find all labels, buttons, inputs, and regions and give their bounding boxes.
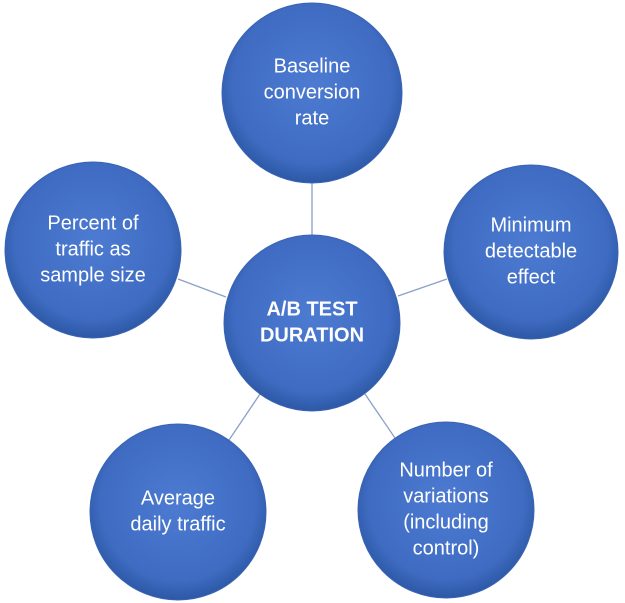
node-label: rate (295, 107, 329, 129)
node-label: detectable (485, 240, 577, 262)
labels: A/B TEST DURATION Baseline conversion rate Mi… (40, 55, 577, 559)
node-circle (357, 421, 535, 599)
connectors (177, 183, 448, 441)
center-circle (223, 234, 401, 412)
connector (177, 278, 227, 298)
node-label: (including (403, 511, 489, 533)
node-label: conversion (264, 81, 361, 103)
node-label: Minimum (490, 214, 571, 236)
node-label: Number of (399, 459, 493, 481)
center-label: A/B TEST (266, 298, 357, 320)
node-label: control) (413, 537, 480, 559)
node-label: Average (141, 487, 215, 509)
node-label: daily traffic (130, 513, 225, 535)
node-circle (4, 161, 182, 339)
node-label: effect (507, 266, 556, 288)
connector (397, 278, 448, 297)
node-label: variations (403, 485, 489, 507)
center-label: DURATION (260, 324, 364, 346)
node-label: Percent of (47, 212, 139, 234)
node-circle (89, 423, 267, 601)
node-circle (443, 164, 619, 340)
node-circle (221, 2, 403, 184)
connector (364, 393, 396, 439)
node-label: sample size (40, 264, 146, 286)
node-label: traffic as (55, 238, 130, 260)
connector (228, 393, 261, 441)
node-label: Baseline (274, 55, 351, 77)
